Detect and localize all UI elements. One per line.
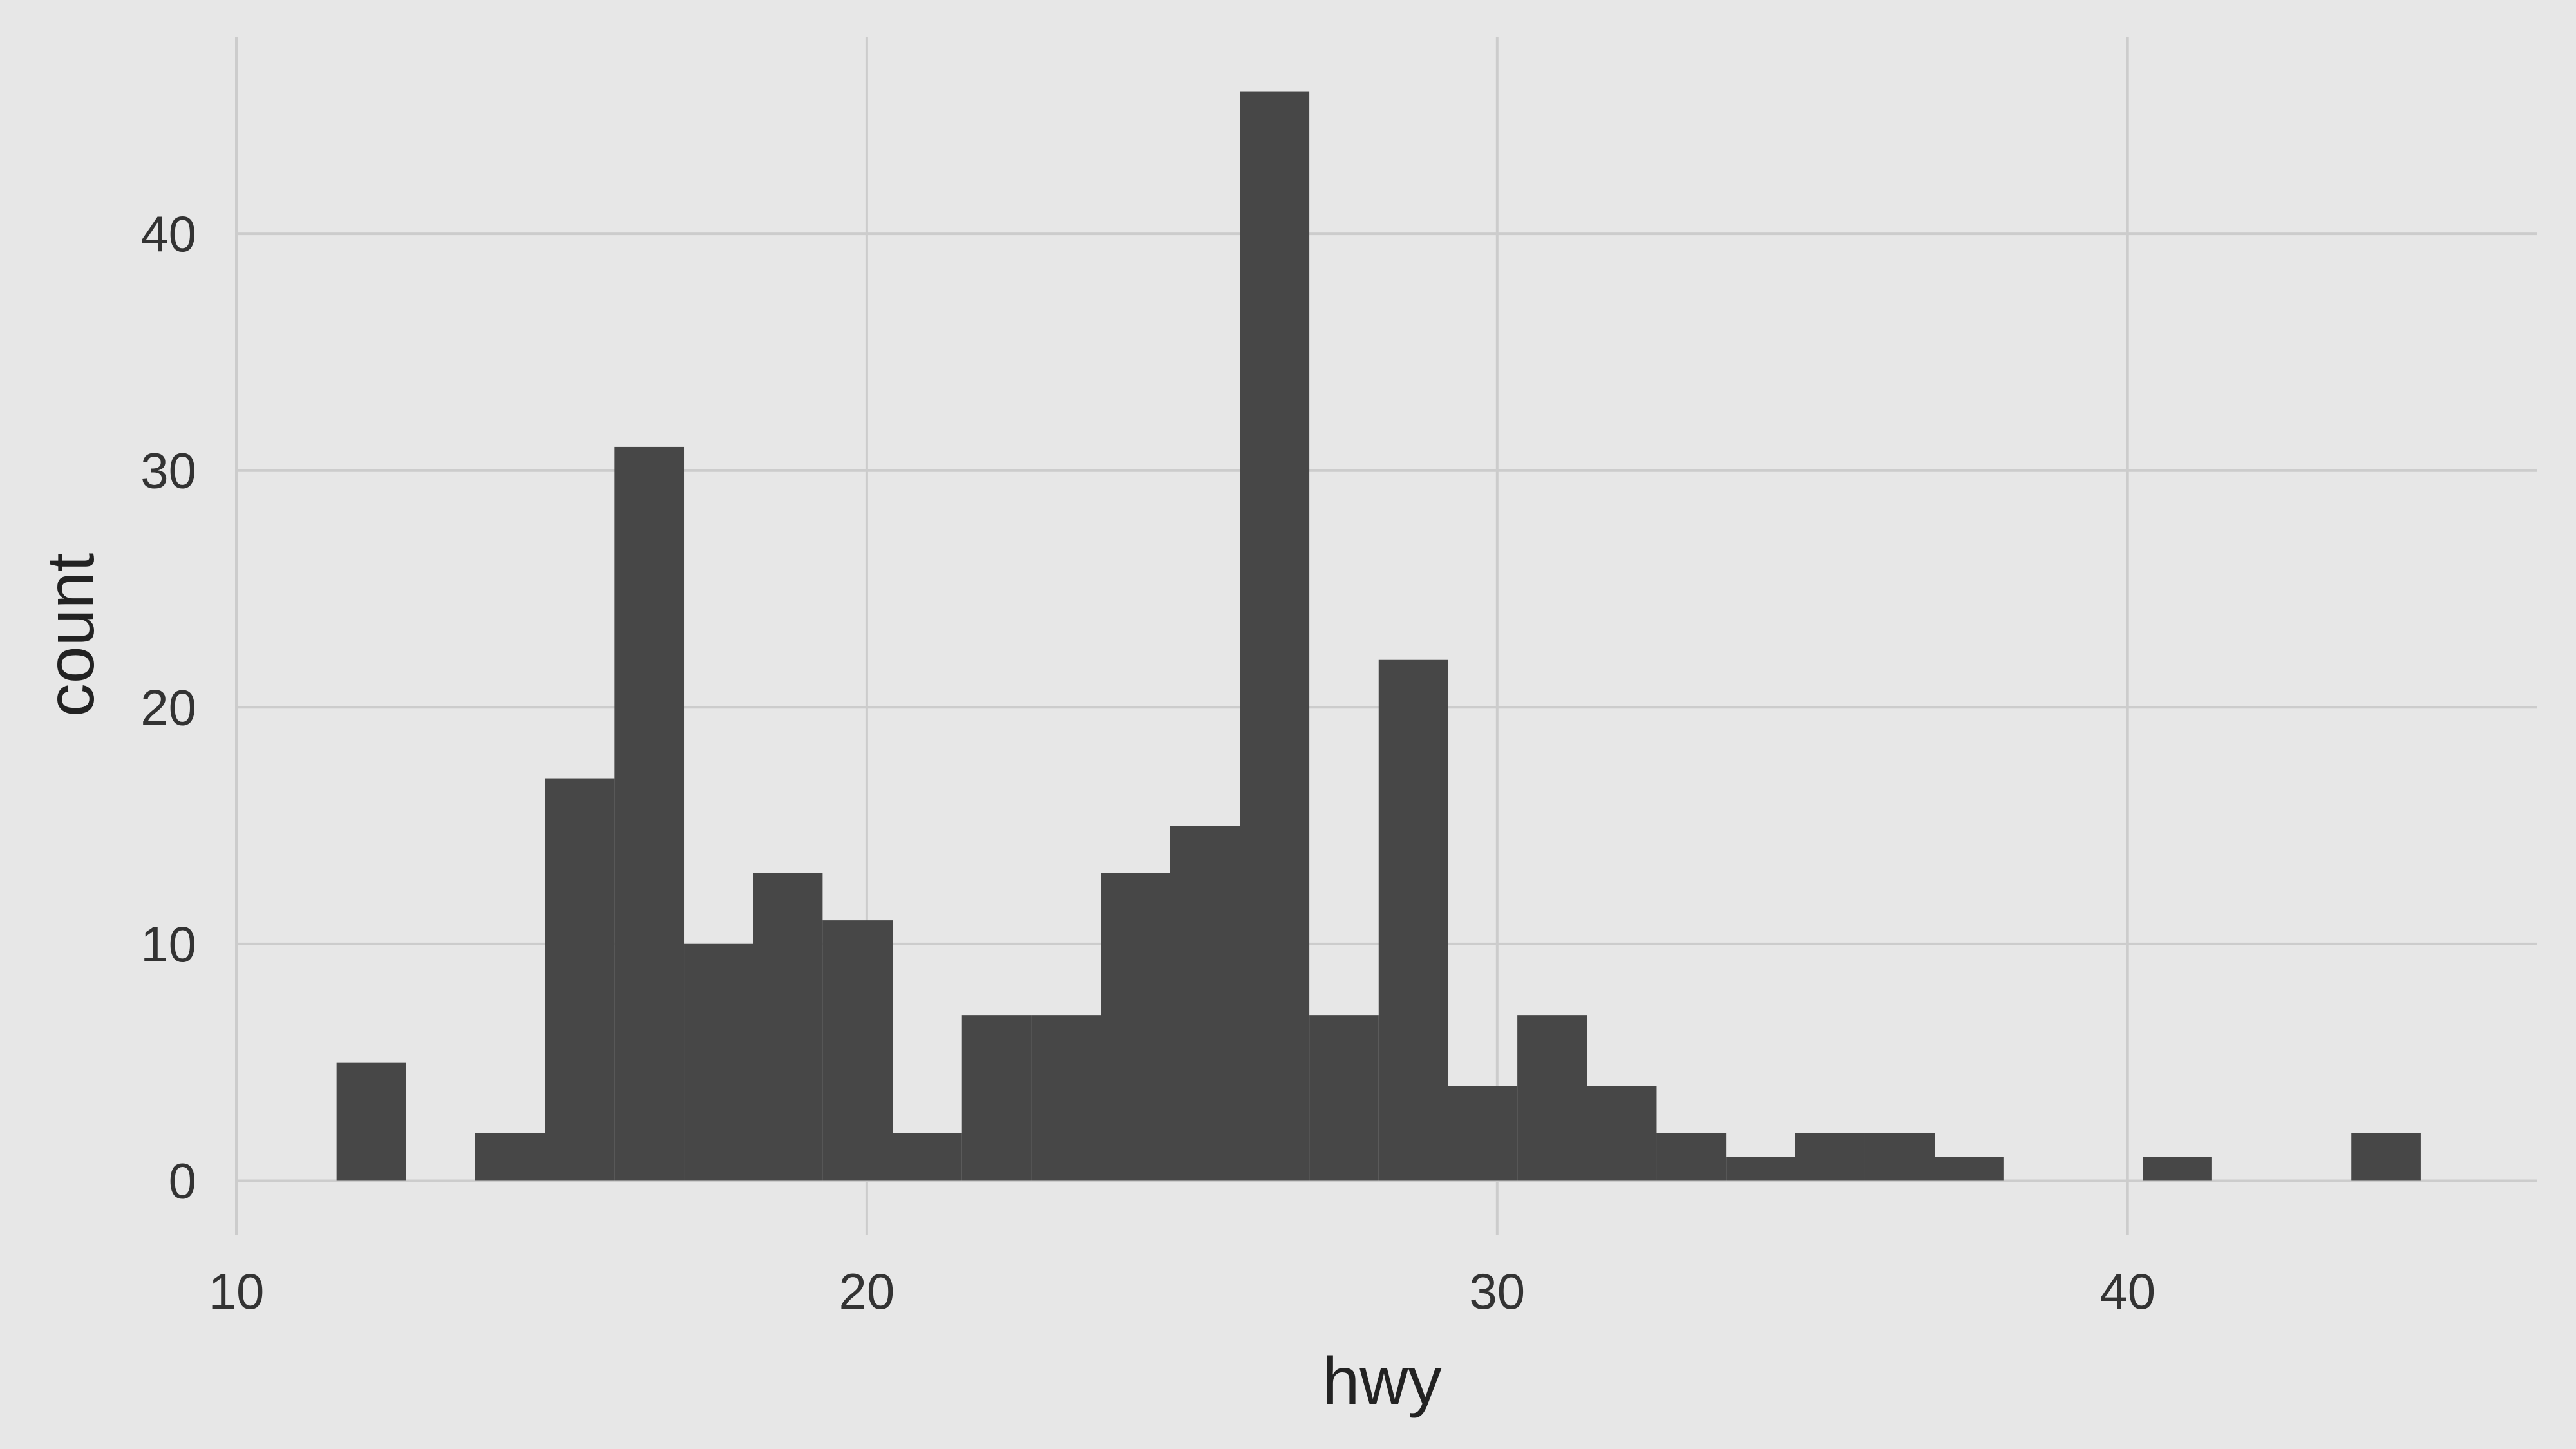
histogram-bar [1101, 873, 1170, 1181]
histogram-bar [1031, 1015, 1101, 1181]
histogram-bar [336, 1062, 406, 1181]
histogram-bar [1170, 826, 1240, 1181]
histogram-bar [893, 1133, 962, 1181]
x-tick-label: 40 [2099, 1263, 2155, 1320]
histogram-bar [614, 446, 685, 1181]
histogram-bar [822, 920, 893, 1181]
histogram-bar [545, 778, 615, 1181]
histogram-bar [1587, 1086, 1657, 1181]
histogram-bar [1240, 91, 1310, 1181]
histogram-bar [1309, 1015, 1379, 1181]
x-tick-label: 20 [839, 1263, 895, 1320]
histogram-bar [1517, 1015, 1587, 1181]
histogram-bar [753, 873, 823, 1181]
histogram-bar [1864, 1133, 1935, 1181]
histogram-bar [684, 943, 753, 1181]
histogram-bar [1378, 659, 1448, 1181]
histogram-bar [1656, 1133, 1727, 1181]
histogram-bar [1935, 1157, 2004, 1181]
y-tick-label: 40 [140, 205, 196, 262]
x-axis-ticks: 10 20 30 40 [209, 1263, 2155, 1320]
x-tick-label: 10 [209, 1263, 265, 1320]
histogram-bar [1795, 1133, 1865, 1181]
histogram-bar [2351, 1133, 2421, 1181]
y-tick-label: 30 [140, 442, 196, 499]
histogram-bar [2143, 1157, 2212, 1181]
histogram-bar [1726, 1157, 1795, 1181]
histogram-bar [475, 1133, 545, 1181]
x-axis-title: hwy [1323, 1344, 1442, 1419]
y-tick-label: 20 [140, 679, 196, 735]
y-tick-label: 10 [140, 916, 196, 972]
histogram-bar [1448, 1086, 1518, 1181]
histogram-bar [961, 1015, 1032, 1181]
y-tick-label: 0 [169, 1152, 196, 1209]
histogram-bars [336, 91, 2421, 1181]
y-axis-ticks: 0 10 20 30 40 [140, 205, 196, 1209]
y-axis-title: count [33, 553, 108, 717]
x-tick-label: 30 [1469, 1263, 1525, 1320]
